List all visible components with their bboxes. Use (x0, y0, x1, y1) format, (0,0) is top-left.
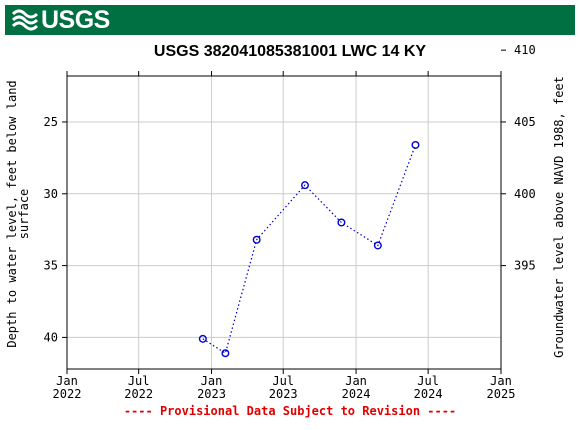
x-tick-label: Jul 2022 (124, 374, 153, 401)
data-point (411, 140, 420, 149)
x-tick-label-line: Jan (56, 374, 78, 388)
data-point (252, 235, 261, 244)
usgs-logo[interactable]: USGS (12, 6, 110, 34)
plot-frame (66, 75, 502, 370)
x-tick-label: Jul 2023 (269, 374, 298, 401)
x-tick-label-line: 2025 (487, 387, 516, 401)
x-tick-label: Jan 2025 (487, 374, 516, 401)
y-left-tick-label: 30 (44, 187, 58, 201)
x-tick-label-line: 2024 (342, 387, 371, 401)
x-tick-label-line: Jan (490, 374, 512, 388)
data-point (373, 241, 382, 250)
usgs-wave-icon (12, 9, 38, 31)
y-right-tick-label: 400 (514, 187, 536, 201)
x-tick-label: Jan 2023 (197, 374, 226, 401)
y-right-tick-label: 405 (514, 115, 536, 129)
usgs-logo-text: USGS (41, 6, 110, 34)
chart-title: USGS 382041085381001 LWC 14 KY (153, 43, 427, 60)
data-point (198, 334, 207, 343)
x-tick-label-line: 2024 (414, 387, 443, 401)
x-tick-label: Jan 2022 (53, 374, 82, 401)
x-tick-label-line: Jul (417, 374, 439, 388)
x-tick-label-line: Jan (201, 374, 223, 388)
y-right-tick-label: 395 (514, 259, 536, 273)
x-tick-label-line: 2022 (53, 387, 82, 401)
x-tick-label-line: Jul (272, 374, 294, 388)
y-right-tick-label: 410 (514, 43, 536, 57)
x-tick-label-line: 2023 (269, 387, 298, 401)
data-point (221, 349, 230, 358)
provisional-data-note: ---- Provisional Data Subject to Revisio… (123, 404, 457, 418)
data-point (337, 218, 346, 227)
y-left-tick-label: 40 (44, 330, 58, 344)
y-left-tick-label: 25 (44, 115, 58, 129)
data-point (300, 181, 309, 190)
x-tick-label-line: 2023 (197, 387, 226, 401)
usgs-header-bar: USGS (5, 5, 575, 35)
x-tick-label: Jul 2024 (414, 374, 443, 401)
x-tick-label: Jan 2024 (342, 374, 371, 401)
series-line (202, 144, 417, 355)
x-tick-label-line: 2022 (124, 387, 153, 401)
x-tick-label-line: Jan (345, 374, 367, 388)
y-left-tick-label: 35 (44, 259, 58, 273)
x-tick-label-line: Jul (128, 374, 150, 388)
